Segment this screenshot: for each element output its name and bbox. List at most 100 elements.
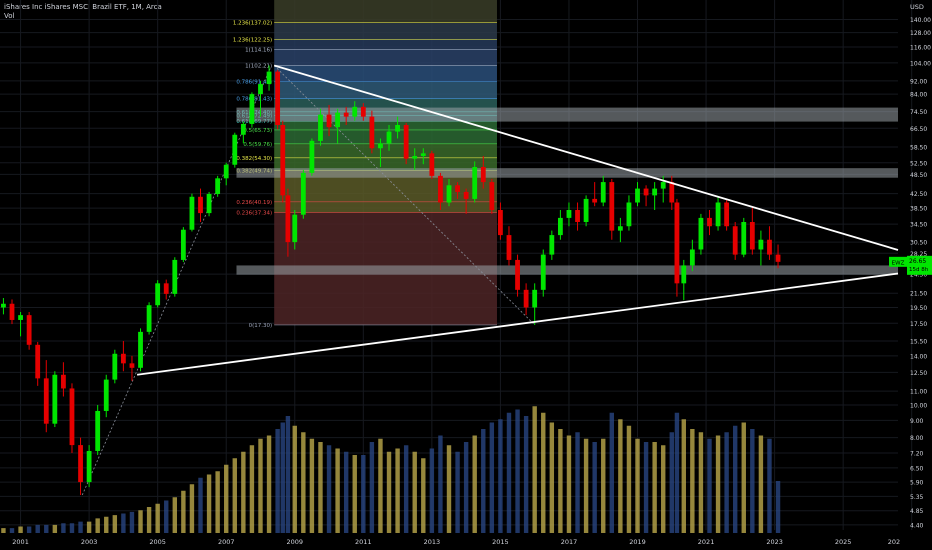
fib-level-label: 1.236(122.25) [233,37,272,43]
volume-bar [9,528,15,533]
volume-bar [61,523,66,533]
price-tick-label: 8.00 [910,435,924,442]
price-tick-label: 11.00 [910,389,927,396]
volume-bar [301,432,306,533]
volume-bar [674,412,680,533]
volume-bar [44,524,49,533]
candle-body [240,123,246,135]
time-tick-label: 2003 [81,538,98,546]
price-tick-label: 38.50 [910,206,927,213]
candle-body [523,289,529,308]
candle-body [506,235,512,260]
price-tick-label: 24.50 [910,272,927,279]
volume-bar [618,419,623,533]
time-tick-label: 2025 [835,538,852,546]
bar-countdown-label: 15d 8h [909,267,929,273]
volume-bar [318,442,323,533]
last-price-label: 26.65 [909,258,926,265]
volume-bar [275,429,280,533]
candle-body [1,303,6,308]
volume-bar [52,524,58,533]
volume-bar [463,442,469,533]
candle-body [669,182,675,203]
candle-body [635,188,640,203]
price-tick-label: 58.50 [910,144,927,151]
candle-body [724,202,730,227]
candle-body [463,191,469,199]
volume-bar [361,455,366,533]
volume-bar [403,445,409,533]
candle-body [206,193,212,214]
volume-bar [446,445,452,533]
candle-body [549,235,555,255]
fib-level-label: 0.236(37.34) [236,211,272,217]
volume-bar [669,432,674,533]
volume-bar [78,521,83,533]
time-tick-label: 2015 [492,538,509,546]
fib-level-label: 1(102.21) [245,63,272,69]
price-tick-label: 5.90 [910,480,924,487]
volume-bar [455,451,460,533]
candle-body [52,374,58,424]
volume-bar [35,524,40,533]
volume-bar [26,526,32,533]
volume-bar [181,490,186,533]
volume-bar [575,432,580,533]
candle-body [446,185,452,203]
volume-bar [280,422,285,533]
price-zone [236,107,898,122]
price-tick-label: 5.35 [910,494,924,501]
candle-body [617,226,623,231]
volume-bar [335,448,340,533]
candle-body [403,124,409,159]
volume-bar [707,438,712,533]
volume-bar [172,497,178,533]
price-tick-label: 6.50 [910,465,924,472]
price-tick-label: 84.00 [910,92,927,99]
time-tick-label: 2023 [766,538,783,546]
price-tick-label: 42.50 [910,191,927,198]
volume-bar [566,435,572,533]
price-tick-label: 4.85 [910,508,924,515]
volume-bar [215,471,220,533]
price-tick-label: 116.00 [910,44,931,51]
candle-body [43,378,49,424]
candlesticks [1,65,781,496]
volume-bar [189,484,195,533]
fib-zone [274,39,497,50]
price-tick-label: 14.00 [910,353,927,360]
price-tick-label: 34.50 [910,222,927,229]
candle-body [120,353,126,364]
candle-body [386,131,392,144]
volume-bar [266,435,272,533]
time-tick-label: 2019 [629,538,646,546]
time-axis: 2001 2003 2005 2007 2009 2011 2013 2015 2017 2019… [12,538,900,546]
candle-body [275,71,281,125]
volume-bar [146,507,152,533]
volume-bar [258,438,263,533]
candle-body [732,226,738,255]
volume-bar [412,451,417,533]
candle-body [266,71,272,85]
volume-bar [643,442,649,533]
volume-bars [1,406,781,533]
volume-label: Vol [4,12,15,20]
candle-body [163,283,169,294]
candle-body [95,410,101,451]
candle-body [232,134,238,165]
candle-body [707,217,712,227]
candle-body [767,239,772,255]
price-tick-label: 21.50 [910,291,927,298]
volume-bar [549,422,555,533]
candle-body [749,222,755,250]
fib-level-label: 1(114.16) [245,47,272,53]
volume-bar [18,526,23,533]
volume-bar [583,438,589,533]
candle-body [369,116,375,149]
volume-bar [224,464,229,533]
price-tick-label: 48.50 [910,172,927,179]
candle-body [652,188,658,196]
candle-body [189,196,195,230]
volume-bar [532,406,537,533]
